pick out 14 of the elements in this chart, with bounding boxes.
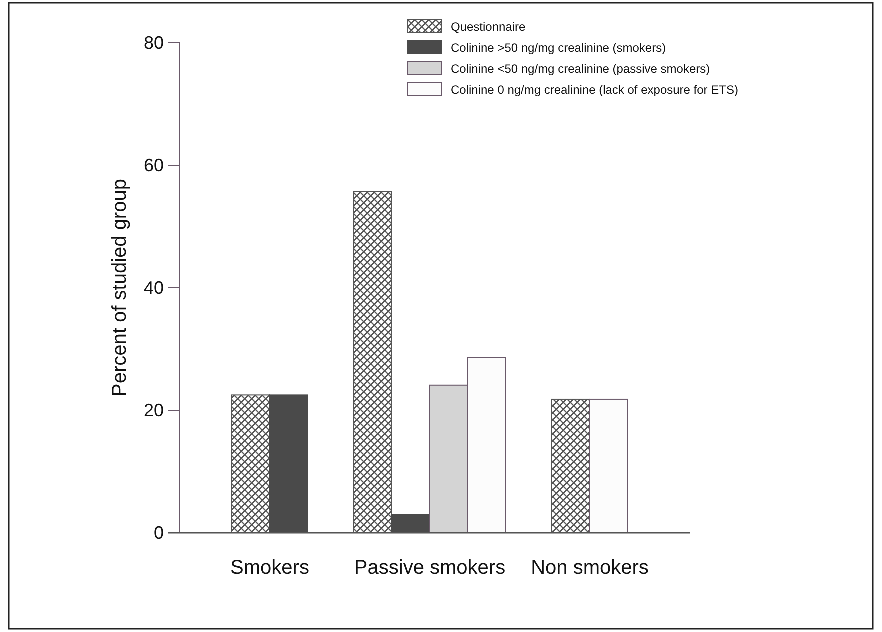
y-tick-label: 0 [154,522,164,543]
y-tick-label: 80 [144,32,164,53]
x-tick-label: Smokers [230,557,310,579]
legend-label: Questionnaire [451,20,526,34]
y-axis-title: Percent of studied group [109,179,131,397]
bar [590,398,628,534]
legend-label: Colinine <50 ng/mg crealinine (passive smokers) [451,62,710,76]
legend-label: Colinine 0 ng/mg crealinine (lack of exposure for ETS) [451,83,738,97]
y-tick-label: 60 [144,155,164,176]
legend-label: Colinine >50 ng/mg crealinine (smokers) [451,41,666,55]
y-tick-label: 40 [144,278,164,298]
y-tick-label: 20 [144,400,164,420]
x-tick-label: Passive smokers [354,557,506,579]
x-tick-label: Non smokers [531,557,649,579]
